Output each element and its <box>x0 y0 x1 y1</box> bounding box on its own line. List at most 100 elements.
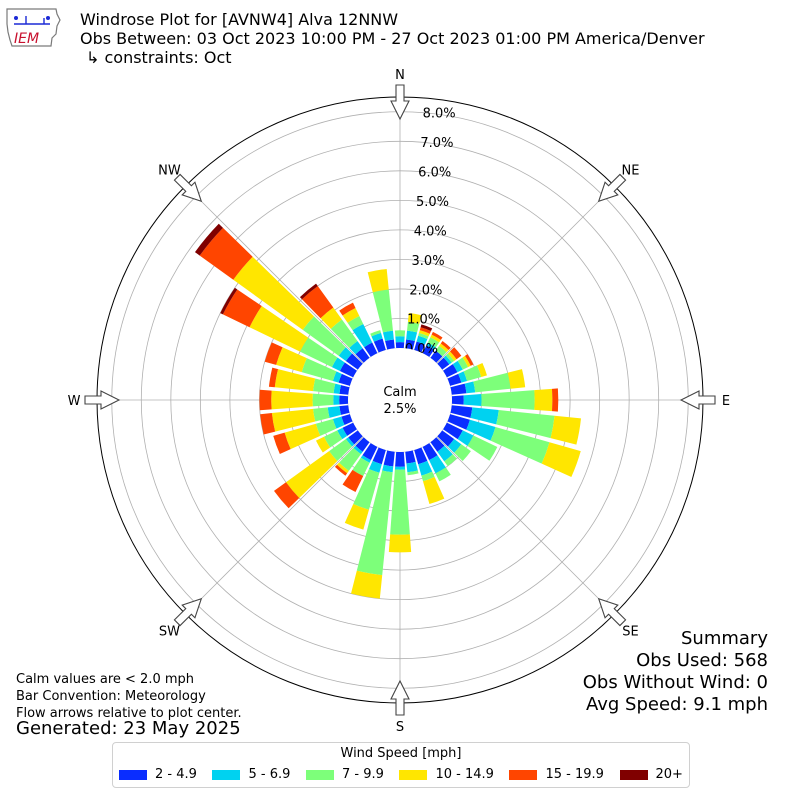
wind-bar-20-bin-0 <box>414 341 425 353</box>
wind-bar-0-bin-2 <box>394 330 406 337</box>
wind-bar-180-bin-3 <box>388 534 412 553</box>
convention-note: Bar Convention: Meteorology <box>16 689 206 704</box>
summary-box: Summary Obs Used: 568 Obs Without Wind: … <box>583 628 768 716</box>
grid-spoke-ne <box>436 185 615 364</box>
wind-bar-20-bin-2 <box>418 332 429 340</box>
wind-bar-280-bin-4 <box>268 367 279 388</box>
legend-item: 7 - 9.9 <box>305 767 384 782</box>
wind-bar-220-bin-4 <box>334 464 348 476</box>
wind-bar-30-bin-3 <box>430 334 441 343</box>
wind-bar-100-bin-1 <box>470 407 499 425</box>
wind-bar-40-bin-0 <box>430 350 443 363</box>
wind-bar-10-bin-0 <box>405 339 415 350</box>
legend-item: 2 - 4.9 <box>119 767 197 782</box>
wind-bar-110-bin-3 <box>541 442 581 477</box>
legend-item: 10 - 14.9 <box>399 767 494 782</box>
wind-bar-20-bin-5 <box>420 324 433 332</box>
wind-bar-90-bin-3 <box>534 388 553 412</box>
legend-item: 20+ <box>619 767 683 782</box>
wind-bar-20-bin-3 <box>418 330 430 337</box>
wind-bar-310-bin-1 <box>338 347 353 361</box>
legend-title: Wind Speed [mph] <box>340 746 462 761</box>
wind-bar-90-bin-0 <box>451 395 464 405</box>
wind-bar-60-bin-3 <box>462 355 471 368</box>
wind-bar-310-bin-5 <box>194 223 223 256</box>
wind-bar-50-bin-2 <box>445 353 455 363</box>
legend-label: 10 - 14.9 <box>435 767 494 782</box>
wind-bar-30-bin-2 <box>427 337 440 348</box>
radial-tick-label: 4.0% <box>414 224 447 239</box>
legend-swatch <box>212 769 241 780</box>
radial-tick-label: 7.0% <box>420 136 453 151</box>
wind-bar-230-bin-1 <box>345 437 355 447</box>
radial-tick-label: 8.0% <box>423 107 456 122</box>
wind-bar-280-bin-0 <box>339 385 350 395</box>
wind-bar-320-bin-5 <box>299 283 318 300</box>
wind-bar-120-bin-1 <box>457 430 474 446</box>
wind-bar-50-bin-0 <box>437 357 450 370</box>
wind-bar-180-bin-1 <box>394 466 406 470</box>
wind-bar-0-bin-0 <box>395 342 405 349</box>
legend-swatch <box>619 769 648 780</box>
calm-value: 2.5% <box>383 402 416 417</box>
wind-bar-20-bin-4 <box>419 327 431 334</box>
legend-label: 7 - 9.9 <box>341 767 384 782</box>
wind-bar-310-bin-0 <box>345 353 363 370</box>
wind-bar-10-bin-3 <box>407 313 422 324</box>
wind-bar-60-bin-2 <box>457 357 469 370</box>
wind-bar-220-bin-1 <box>353 445 363 455</box>
wind-bar-330-bin-3 <box>342 307 360 323</box>
legend-items: 2 - 4.9 5 - 6.9 7 - 9.9 10 - 14.9 15 - 19.9 2… <box>119 767 683 782</box>
radial-tick-label: 6.0% <box>418 165 451 180</box>
iowa-state-outline-icon: IEM <box>6 8 61 47</box>
wind-bar-220-bin-2 <box>339 447 361 471</box>
wind-bar-230-bin-2 <box>329 439 353 461</box>
wind-bar-220-bin-0 <box>355 437 370 452</box>
wind-bar-300-bin-5 <box>220 287 238 315</box>
wind-bar-310-bin-4 <box>199 227 253 280</box>
radial-tick-label: 5.0% <box>416 195 449 210</box>
grid-ring <box>140 140 660 660</box>
wind-bar-190-bin-3 <box>351 570 383 599</box>
direction-label-ne: NE <box>622 163 640 178</box>
wind-bar-90-bin-1 <box>463 394 482 406</box>
obs-used: Obs Used: 568 <box>636 650 768 671</box>
legend-label: 15 - 19.9 <box>545 767 604 782</box>
wind-bar-200-bin-0 <box>372 447 386 465</box>
legend-swatch <box>119 769 147 780</box>
direction-label-e: E <box>722 394 730 409</box>
wind-bar-300-bin-0 <box>339 362 357 378</box>
wind-bar-290-bin-0 <box>338 373 353 386</box>
radial-tick-labels: 0.0%1.0%2.0%3.0%4.0%5.0%6.0%7.0%8.0% <box>405 107 456 358</box>
wind-bar-260-bin-1 <box>327 406 342 418</box>
wind-bar-260-bin-4 <box>260 413 276 435</box>
wind-bar-160-bin-0 <box>414 447 428 465</box>
wind-bar-140-bin-2 <box>444 454 457 467</box>
wind-bar-30-bin-1 <box>426 342 436 350</box>
wind-bar-300-bin-1 <box>331 357 345 371</box>
wind-bar-40-bin-3 <box>439 343 449 353</box>
wind-bar-100-bin-2 <box>496 410 555 439</box>
legend-label: 2 - 4.9 <box>155 767 197 782</box>
wind-bar-100-bin-3 <box>550 415 581 445</box>
wind-bar-250-bin-2 <box>315 418 337 436</box>
wind-bar-350-bin-1 <box>382 330 394 342</box>
direction-label-sw: SW <box>159 625 180 640</box>
avg-speed: Avg Speed: 9.1 mph <box>586 694 768 715</box>
wind-bar-130-bin-2 <box>454 444 471 461</box>
wind-bar-240-bin-1 <box>337 427 348 440</box>
wind-bar-250-bin-3 <box>284 423 321 450</box>
wind-bar-210-bin-2 <box>352 457 370 477</box>
grid-ring <box>229 229 571 571</box>
wind-bar-350-bin-2 <box>372 289 393 333</box>
wind-bar-320-bin-1 <box>349 341 363 355</box>
legend-item: 15 - 19.9 <box>509 767 604 782</box>
wind-bar-220-bin-3 <box>336 462 349 474</box>
wind-bar-140-bin-0 <box>430 437 445 452</box>
wind-bar-290-bin-2 <box>301 358 337 382</box>
wind-bar-170-bin-2 <box>407 470 419 476</box>
wind-bar-110-bin-2 <box>490 427 550 464</box>
flow-arrow-ne <box>597 173 627 203</box>
wind-bar-260-bin-3 <box>271 408 316 432</box>
wind-bar-80-bin-1 <box>464 381 476 394</box>
